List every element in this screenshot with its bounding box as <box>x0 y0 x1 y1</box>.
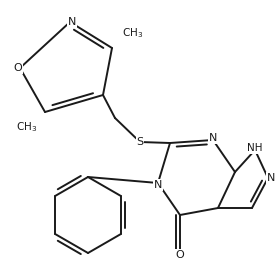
Text: NH: NH <box>247 143 263 153</box>
Text: N: N <box>68 17 76 27</box>
Text: CH$_3$: CH$_3$ <box>122 26 143 40</box>
Text: N: N <box>209 133 217 143</box>
Text: O: O <box>14 63 22 73</box>
Text: CH$_3$: CH$_3$ <box>16 120 37 134</box>
Text: N: N <box>154 180 162 190</box>
Text: N: N <box>267 173 275 183</box>
Text: S: S <box>136 137 144 147</box>
Text: O: O <box>175 250 184 260</box>
